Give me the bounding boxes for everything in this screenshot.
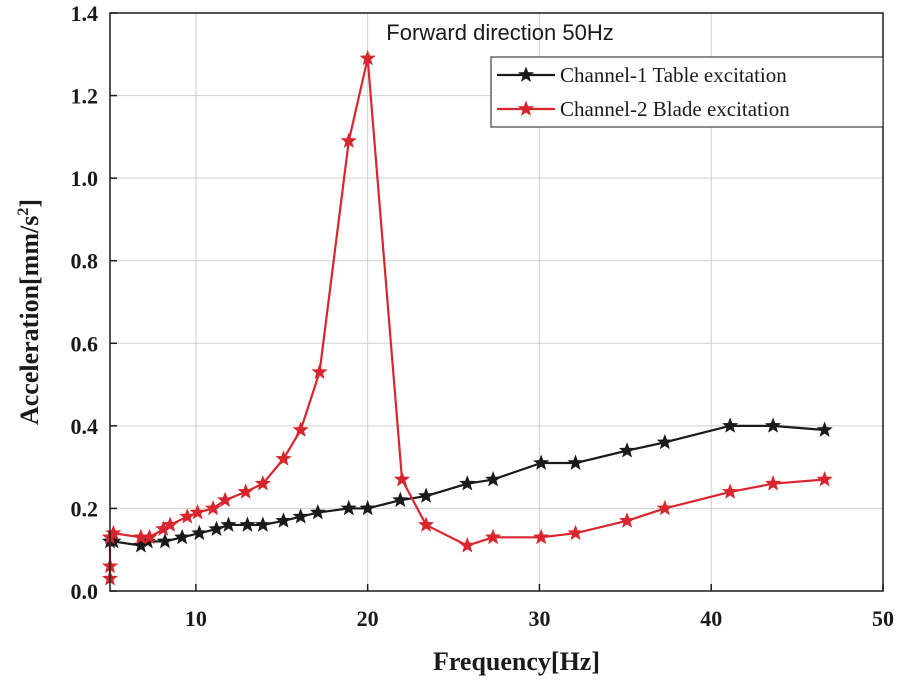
y-axis-title-end: ] bbox=[15, 199, 44, 208]
x-tick-label: 20 bbox=[357, 606, 379, 631]
legend-label: Channel-1 Table excitation bbox=[560, 63, 787, 87]
legend-item: Channel-2 Blade excitation bbox=[497, 97, 790, 121]
data-point-star bbox=[656, 433, 673, 450]
data-point-star bbox=[567, 454, 584, 470]
data-point-star bbox=[292, 508, 309, 524]
data-point-star bbox=[132, 528, 149, 545]
data-point-star bbox=[275, 512, 292, 528]
y-tick-label: 0.6 bbox=[71, 331, 99, 356]
x-axis-title: Frequency[Hz] bbox=[433, 647, 600, 676]
y-axis-title: Acceleration[mm/s2] bbox=[15, 199, 44, 425]
plot-area-frame bbox=[109, 12, 884, 592]
series-layer bbox=[101, 49, 833, 586]
data-point-star bbox=[275, 450, 292, 466]
y-tick-label: 0.4 bbox=[71, 414, 99, 439]
y-tick-label: 0.8 bbox=[71, 249, 99, 274]
y-axis-title-main: Acceleration[mm/s bbox=[15, 216, 44, 425]
y-tick-label: 0.2 bbox=[71, 496, 99, 521]
legend-marker-star bbox=[517, 100, 535, 116]
data-point-star bbox=[292, 421, 309, 437]
data-point-star bbox=[656, 499, 673, 516]
chart-title: Forward direction 50Hz bbox=[386, 20, 613, 45]
data-point-star bbox=[816, 421, 833, 437]
data-point-star bbox=[722, 483, 739, 499]
data-point-star bbox=[816, 471, 833, 487]
data-point-star bbox=[533, 528, 550, 545]
data-point-star bbox=[204, 499, 222, 516]
data-point-star bbox=[340, 499, 357, 516]
data-point-star bbox=[311, 363, 328, 380]
x-tick-label: 30 bbox=[528, 606, 550, 631]
y-tick-label: 1.4 bbox=[71, 1, 99, 26]
data-point-star bbox=[239, 516, 256, 532]
data-point-star bbox=[618, 442, 636, 458]
data-point-star bbox=[237, 483, 254, 499]
data-point-star bbox=[417, 487, 435, 503]
y-tick-label: 0.0 bbox=[71, 579, 99, 604]
x-tick-label: 50 bbox=[872, 606, 894, 631]
data-point-star bbox=[417, 516, 435, 532]
data-point-star bbox=[359, 499, 376, 516]
data-point-star bbox=[174, 528, 191, 545]
data-point-star bbox=[764, 417, 782, 433]
legend-marker-star bbox=[517, 66, 535, 82]
legend-item: Channel-1 Table excitation bbox=[497, 63, 787, 87]
data-point-star bbox=[156, 532, 174, 549]
data-point-star bbox=[459, 475, 476, 491]
data-point-star bbox=[191, 524, 208, 541]
data-point-star bbox=[179, 508, 196, 524]
legend: Channel-1 Table excitation Channel-2 Blad… bbox=[490, 56, 884, 128]
data-point-star bbox=[722, 417, 739, 433]
y-axis-title-superscript: 2 bbox=[15, 208, 32, 216]
data-point-star bbox=[217, 491, 234, 508]
x-tick-label: 10 bbox=[185, 606, 207, 631]
data-point-star bbox=[220, 516, 237, 532]
data-point-star bbox=[567, 524, 584, 541]
data-point-star bbox=[254, 475, 271, 491]
series-line bbox=[108, 57, 825, 579]
axis-ticks: 10 20 30 40 50 0.0 0.2 0.4 0.6 0.8 1.0 1.2 1.4 bbox=[71, 1, 895, 631]
data-point-star bbox=[484, 528, 502, 545]
data-point-star bbox=[484, 471, 502, 487]
data-point-star bbox=[764, 475, 782, 491]
y-tick-label: 1.0 bbox=[71, 166, 99, 191]
data-point-star bbox=[155, 520, 172, 536]
legend-box bbox=[490, 56, 884, 128]
data-point-star bbox=[141, 528, 158, 545]
series-2 bbox=[101, 49, 833, 586]
data-point-star bbox=[618, 512, 636, 528]
y-tick-label: 1.2 bbox=[71, 84, 99, 109]
data-point-star bbox=[459, 537, 476, 553]
data-point-star bbox=[392, 491, 409, 508]
data-point-star bbox=[132, 537, 149, 553]
data-point-star bbox=[254, 516, 271, 532]
data-point-star bbox=[359, 49, 376, 66]
data-point-star bbox=[162, 516, 179, 532]
data-point-star bbox=[309, 504, 326, 520]
data-point-star bbox=[105, 524, 122, 541]
x-tick-label: 40 bbox=[700, 606, 722, 631]
data-point-star bbox=[189, 504, 206, 520]
data-point-star bbox=[208, 520, 225, 536]
series-1 bbox=[101, 417, 833, 553]
legend-label: Channel-2 Blade excitation bbox=[560, 97, 790, 121]
data-point-star bbox=[393, 471, 411, 487]
data-point-star bbox=[533, 454, 550, 470]
data-point-star bbox=[340, 132, 357, 148]
